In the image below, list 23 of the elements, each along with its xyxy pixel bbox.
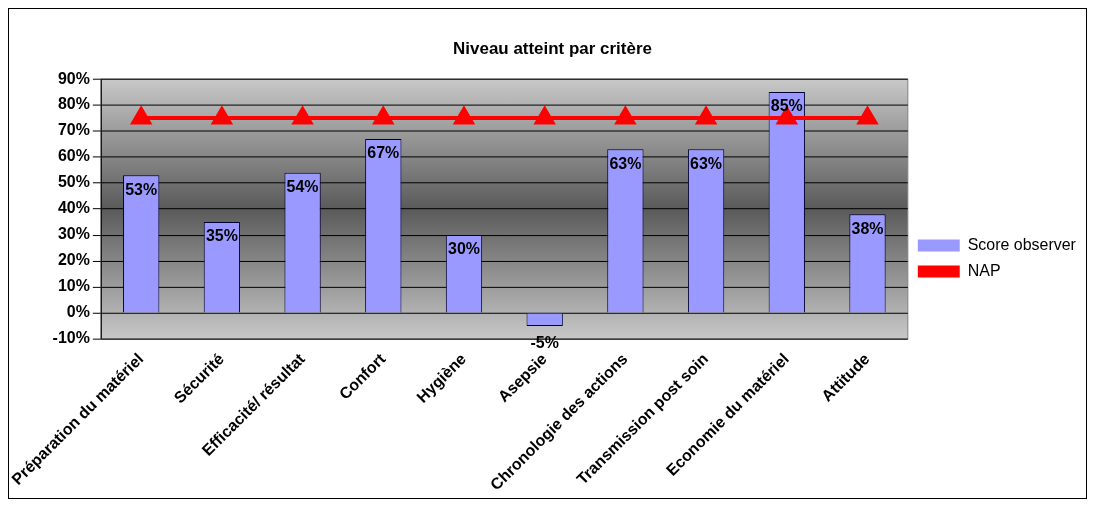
y-tick-label: -10% xyxy=(52,329,90,347)
legend-label: Score observer xyxy=(967,235,1077,253)
data-label: 85% xyxy=(770,97,803,115)
y-tick-label: 80% xyxy=(57,95,90,113)
data-label: 30% xyxy=(448,240,480,258)
data-label: 54% xyxy=(286,178,319,196)
y-tick-label: 10% xyxy=(57,277,90,295)
y-tick-label: 30% xyxy=(57,225,90,243)
data-label: 38% xyxy=(851,219,884,237)
chart-title: Niveau atteint par critère xyxy=(453,38,652,58)
y-tick-label: 90% xyxy=(57,69,90,87)
y-tick-label: 0% xyxy=(66,303,90,321)
data-label: 53% xyxy=(125,180,158,198)
data-label: 63% xyxy=(690,154,723,172)
y-tick-label: 60% xyxy=(57,147,90,165)
data-label: 67% xyxy=(367,144,400,162)
y-tick-label: 40% xyxy=(57,199,90,217)
legend-label: NAP xyxy=(967,261,1001,279)
y-tick-label: 50% xyxy=(57,173,90,191)
y-tick-label: 20% xyxy=(57,251,90,269)
data-label: 35% xyxy=(205,227,238,245)
data-label: 63% xyxy=(609,154,642,172)
y-tick-label: 70% xyxy=(57,121,90,139)
